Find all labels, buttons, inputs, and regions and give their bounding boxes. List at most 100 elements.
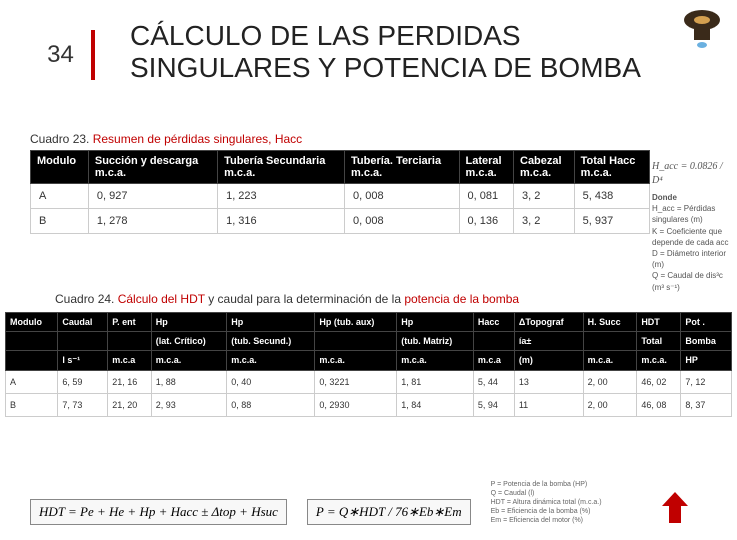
cell: 21, 16 <box>108 371 152 394</box>
col-header: ía± <box>514 332 583 351</box>
col-header: (m) <box>514 351 583 371</box>
cell: 5, 44 <box>473 371 514 394</box>
table-row: l s⁻¹m.c.am.c.a.m.c.a.m.c.a.m.c.a.m.c.a(… <box>6 351 732 371</box>
col-header: Succión y descargam.c.a. <box>88 151 217 184</box>
h: Tubería. Terciaria <box>351 155 441 167</box>
cell: 21, 20 <box>108 394 152 417</box>
cuadro23-caption: Cuadro 23. Resumen de pérdidas singulare… <box>30 132 302 146</box>
col-header: (lat. Crítico) <box>151 332 226 351</box>
cell: 3, 2 <box>514 184 575 209</box>
leg: Eb = Eficiencia de la bomba (%) <box>491 507 602 516</box>
col-header: Pot . <box>681 313 732 332</box>
cell: A <box>31 184 89 209</box>
cell: 46, 02 <box>637 371 681 394</box>
cell: 5, 937 <box>574 209 649 234</box>
h: Succión y descarga <box>95 155 198 167</box>
col-header <box>315 332 397 351</box>
col-header: Modulo <box>31 151 89 184</box>
col-header <box>6 332 58 351</box>
col-header: (tub. Matriz) <box>397 332 474 351</box>
cell: 0, 88 <box>227 394 315 417</box>
cell: 0, 008 <box>345 184 459 209</box>
col-header: l s⁻¹ <box>58 351 108 371</box>
h: m.c.a. <box>224 167 255 179</box>
col-header: m.c.a. <box>583 351 637 371</box>
cell: 8, 37 <box>681 394 732 417</box>
h: Lateral <box>466 155 502 167</box>
leg-line: K = Coeficiente que depende de cada acc <box>652 226 732 248</box>
cuadro24-mid: y caudal para la determinación de la <box>205 292 404 306</box>
table-hacc: Modulo Succión y descargam.c.a. Tubería … <box>30 150 650 234</box>
leg-line: H_acc = Pérdidas singulares (m) <box>652 203 732 225</box>
cell: 0, 40 <box>227 371 315 394</box>
col-header: H. Succ <box>583 313 637 332</box>
col-header: Caudal <box>58 313 108 332</box>
cuadro24-prefix: Cuadro 24. <box>55 292 114 306</box>
cell: 5, 94 <box>473 394 514 417</box>
h: m.c.a. <box>466 167 497 179</box>
col-header: Hp <box>151 313 226 332</box>
col-header <box>473 332 514 351</box>
arrow-up-icon[interactable] <box>660 490 690 525</box>
formula-row: HDT = Pe + He + Hp + Hacc ± Δtop + Hsuc … <box>30 480 710 525</box>
cell: 13 <box>514 371 583 394</box>
cell: 0, 2930 <box>315 394 397 417</box>
table-row: B1, 2781, 3160, 0080, 1363, 25, 937 <box>31 209 650 234</box>
formula-p: P = Q∗HDT / 76∗Eb∗Em <box>307 499 471 525</box>
page-title: CÁLCULO DE LAS PERDIDAS SINGULARES Y POT… <box>130 20 660 84</box>
cell: 5, 438 <box>574 184 649 209</box>
cell: 2, 00 <box>583 371 637 394</box>
table-hdt: ModuloCaudalP. entHpHpHp (tub. aux)HpHac… <box>5 312 732 417</box>
slide-number: 34 <box>30 30 95 80</box>
cell: 3, 2 <box>514 209 575 234</box>
col-header: P. ent <box>108 313 152 332</box>
h: m.c.a. <box>520 167 551 179</box>
dripper-icon <box>672 5 732 50</box>
h: m.c.a. <box>95 167 126 179</box>
col-header: (tub. Secund.) <box>227 332 315 351</box>
h: m.c.a. <box>351 167 382 179</box>
col-header: Total <box>637 332 681 351</box>
cell: 46, 08 <box>637 394 681 417</box>
cell: 1, 88 <box>151 371 226 394</box>
cell: B <box>6 394 58 417</box>
col-header: m.c.a. <box>397 351 474 371</box>
h: m.c.a. <box>581 167 612 179</box>
cell: 11 <box>514 394 583 417</box>
cell: A <box>6 371 58 394</box>
col-header: Bomba <box>681 332 732 351</box>
cell: 6, 59 <box>58 371 108 394</box>
leg: Q = Caudal (l) <box>491 489 602 498</box>
col-header: m.c.a. <box>637 351 681 371</box>
col-header: HP <box>681 351 732 371</box>
cell: B <box>31 209 89 234</box>
cell: 0, 081 <box>459 184 514 209</box>
col-header: Cabezalm.c.a. <box>514 151 575 184</box>
col-header: Modulo <box>6 313 58 332</box>
h: Total Hacc <box>581 155 636 167</box>
leg: P = Potencia de la bomba (HP) <box>491 480 602 489</box>
col-header: Lateralm.c.a. <box>459 151 514 184</box>
cell: 1, 223 <box>218 184 345 209</box>
table-row: B7, 7321, 202, 930, 880, 29301, 845, 941… <box>6 394 732 417</box>
eq: H_acc = 0.0826 / D⁴ <box>652 160 732 188</box>
col-header: m.c.a <box>108 351 152 371</box>
leg-line: Q = Caudal de dis³c (m³ s⁻¹) <box>652 270 732 292</box>
cell: 1, 316 <box>218 209 345 234</box>
donde: Donde <box>652 192 732 203</box>
cell: 0, 136 <box>459 209 514 234</box>
cuadro23-text: Resumen de pérdidas singulares, Hacc <box>93 132 302 146</box>
col-header: Hp <box>227 313 315 332</box>
leg: Em = Eficiencia del motor (%) <box>491 516 602 525</box>
col-header: m.c.a <box>473 351 514 371</box>
h: Tubería Secundaria <box>224 155 325 167</box>
table-row: Modulo Succión y descargam.c.a. Tubería … <box>31 151 650 184</box>
col-header: Total Haccm.c.a. <box>574 151 649 184</box>
table-row: (lat. Crítico)(tub. Secund.) (tub. Matriz… <box>6 332 732 351</box>
cell: 2, 93 <box>151 394 226 417</box>
cuadro24-caption: Cuadro 24. Cálculo del HDT y caudal para… <box>55 292 519 306</box>
col-header: Hp (tub. aux) <box>315 313 397 332</box>
table-row: A0, 9271, 2230, 0080, 0813, 25, 438 <box>31 184 650 209</box>
leg-line: D = Diámetro interior (m) <box>652 248 732 270</box>
cell: 7, 12 <box>681 371 732 394</box>
